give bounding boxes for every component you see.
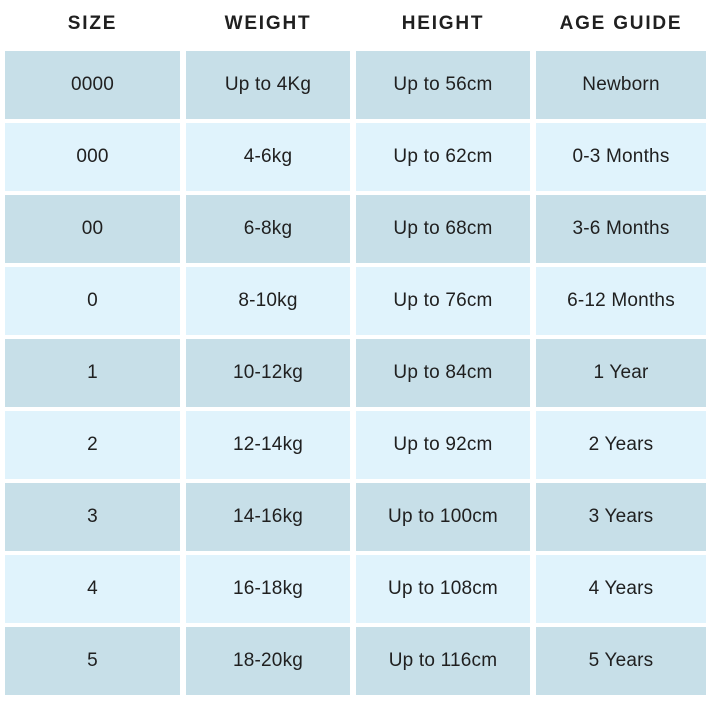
height-cell: Up to 100cm (356, 483, 530, 551)
age-cell: 3-6 Months (536, 195, 706, 263)
size-cell: 2 (5, 411, 180, 479)
weight-cell: Up to 4Kg (186, 51, 350, 119)
weight-cell: 16-18kg (186, 555, 350, 623)
age-cell: 0-3 Months (536, 123, 706, 191)
height-cell: Up to 92cm (356, 411, 530, 479)
column-header-weight: WEIGHT (224, 12, 312, 34)
weight-cell: 6-8kg (186, 195, 350, 263)
age-cell: 6-12 Months (536, 267, 706, 335)
height-cell: Up to 84cm (356, 339, 530, 407)
column-header-height: HEIGHT (401, 12, 485, 34)
height-cell: Up to 68cm (356, 195, 530, 263)
weight-cell: 4-6kg (186, 123, 350, 191)
size-cell: 3 (5, 483, 180, 551)
column-header-size: SIZE (67, 12, 118, 34)
age-cell: 3 Years (536, 483, 706, 551)
weight-cell: 10-12kg (186, 339, 350, 407)
size-cell: 1 (5, 339, 180, 407)
size-cell: 5 (5, 627, 180, 695)
column-header-age-guide: AGE GUIDE (559, 12, 683, 34)
weight-cell: 18-20kg (186, 627, 350, 695)
weight-cell: 12-14kg (186, 411, 350, 479)
height-cell: Up to 56cm (356, 51, 530, 119)
age-cell: 5 Years (536, 627, 706, 695)
age-cell: 1 Year (536, 339, 706, 407)
size-cell: 4 (5, 555, 180, 623)
height-cell: Up to 62cm (356, 123, 530, 191)
size-cell: 0000 (5, 51, 180, 119)
height-cell: Up to 76cm (356, 267, 530, 335)
size-cell: 00 (5, 195, 180, 263)
weight-cell: 8-10kg (186, 267, 350, 335)
weight-cell: 14-16kg (186, 483, 350, 551)
height-cell: Up to 116cm (356, 627, 530, 695)
age-cell: Newborn (536, 51, 706, 119)
age-cell: 4 Years (536, 555, 706, 623)
size-cell: 000 (5, 123, 180, 191)
height-cell: Up to 108cm (356, 555, 530, 623)
age-cell: 2 Years (536, 411, 706, 479)
size-cell: 0 (5, 267, 180, 335)
